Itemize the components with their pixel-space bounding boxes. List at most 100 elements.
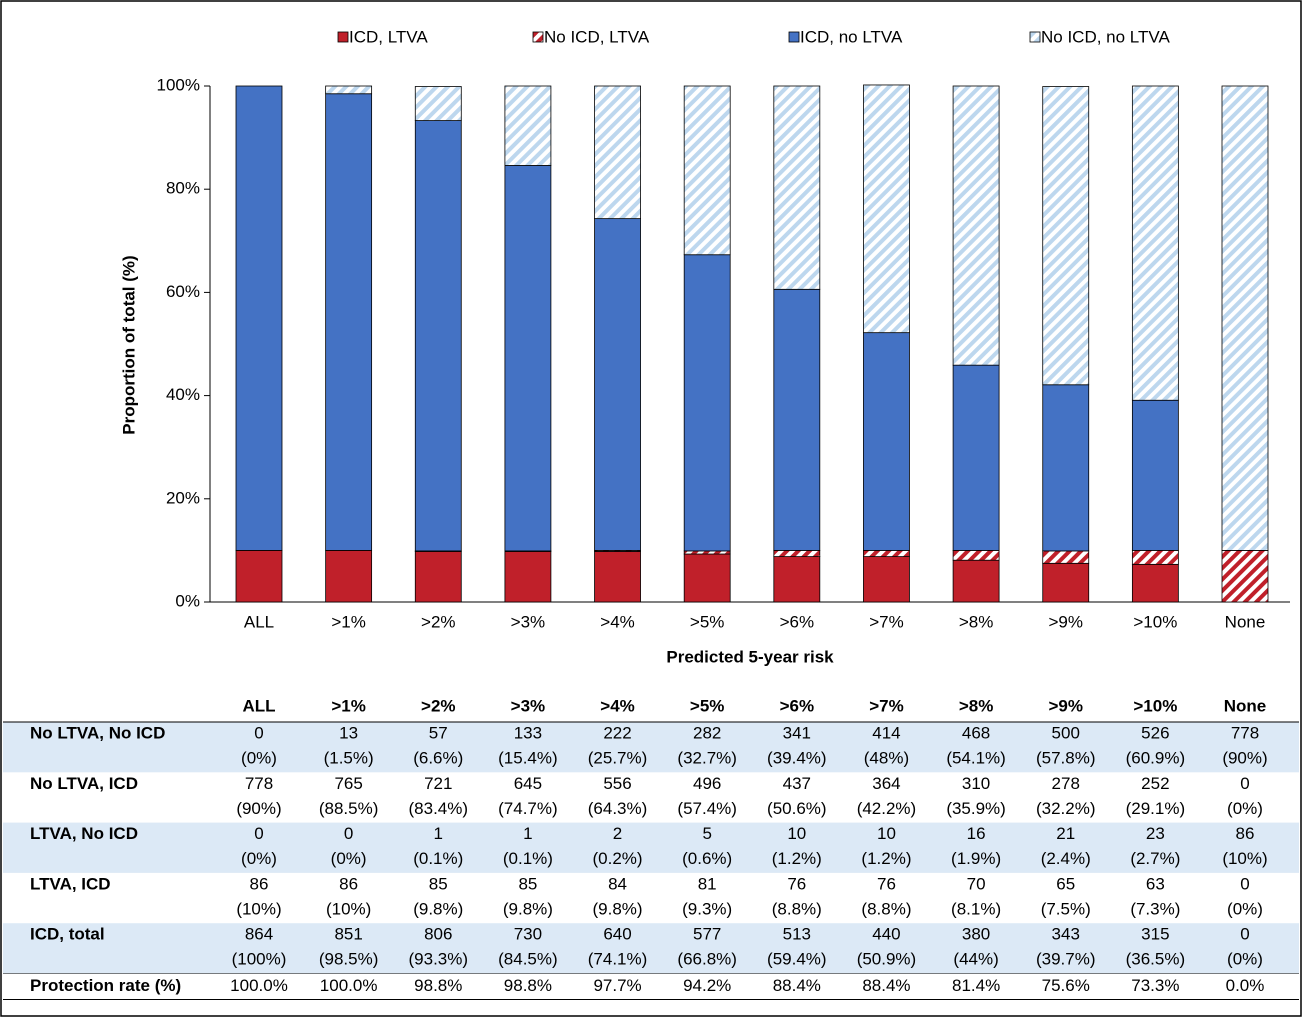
cell-count: 133 — [514, 723, 542, 742]
cell-count: 252 — [1141, 774, 1169, 793]
cell-count: 440 — [872, 925, 900, 944]
cell-percent: (1.9%) — [951, 849, 1001, 868]
x-tick-label: None — [1225, 612, 1266, 631]
cell-rate: 98.8% — [504, 976, 552, 995]
bar-segment — [683, 85, 731, 256]
legend-marker — [532, 31, 544, 43]
row-label: ICD, total — [30, 925, 105, 944]
cell-count: 0 — [254, 824, 263, 843]
cell-count: 86 — [250, 874, 269, 893]
bar-segment — [504, 165, 552, 552]
x-tick-label: >9% — [1048, 612, 1083, 631]
cell-count: 778 — [245, 774, 273, 793]
bar-segment — [952, 364, 1000, 551]
bar-segment — [325, 550, 373, 603]
cell-count: 282 — [693, 723, 721, 742]
x-tick-label: >4% — [600, 612, 635, 631]
bar-segment — [325, 93, 373, 551]
bar-segment — [1042, 384, 1090, 552]
cell-percent: (1.2%) — [861, 849, 911, 868]
cell-percent: (32.7%) — [677, 748, 737, 767]
cell-percent: (66.8%) — [677, 950, 737, 969]
cell-percent: (0%) — [331, 849, 367, 868]
cell-percent: (25.7%) — [588, 748, 648, 767]
x-axis-title: Predicted 5-year risk — [666, 647, 834, 666]
cell-percent: (8.8%) — [772, 899, 822, 918]
cell-count: 76 — [787, 874, 806, 893]
cell-count: 414 — [872, 723, 900, 742]
cell-count: 1 — [523, 824, 532, 843]
bar-segment — [773, 556, 821, 603]
cell-percent: (74.1%) — [588, 950, 648, 969]
cell-count: 645 — [514, 774, 542, 793]
cell-percent: (100%) — [232, 950, 287, 969]
cell-count: 81 — [698, 874, 717, 893]
bar-segment — [1042, 550, 1090, 564]
cell-count: 851 — [334, 925, 362, 944]
row-label: No LTVA, ICD — [30, 774, 138, 793]
cell-percent: (10%) — [236, 899, 281, 918]
cell-rate: 94.2% — [683, 976, 731, 995]
x-tick-label: >5% — [690, 612, 725, 631]
y-axis-title: Proportion of total (%) — [119, 255, 138, 434]
cell-count: 222 — [603, 723, 631, 742]
cell-percent: (0.6%) — [682, 849, 732, 868]
cell-count: 85 — [429, 874, 448, 893]
bar-segment — [594, 85, 641, 220]
column-header: >6% — [780, 696, 815, 715]
bar-segment — [414, 120, 462, 552]
y-tick-label: 40% — [166, 385, 200, 404]
column-header: None — [1224, 696, 1267, 715]
cell-percent: (0.1%) — [413, 849, 463, 868]
cell-percent: (0.1%) — [503, 849, 553, 868]
bar-segment — [1131, 85, 1179, 401]
cell-count: 0 — [1240, 774, 1249, 793]
cell-rate: 81.4% — [952, 976, 1000, 995]
legend-label: No ICD, no LTVA — [1041, 27, 1170, 46]
y-tick-label: 20% — [166, 488, 200, 507]
cell-percent: (15.4%) — [498, 748, 558, 767]
cell-count: 526 — [1141, 723, 1169, 742]
cell-count: 13 — [339, 723, 358, 742]
bar-segment — [1221, 85, 1269, 551]
cell-count: 2 — [613, 824, 622, 843]
cell-count: 57 — [429, 723, 448, 742]
column-header: >4% — [600, 696, 635, 715]
cell-count: 513 — [783, 925, 811, 944]
cell-rate: 100.0% — [230, 976, 288, 995]
cell-percent: (8.8%) — [861, 899, 911, 918]
bar-segment — [952, 550, 1000, 561]
cell-count: 556 — [603, 774, 631, 793]
bar-segment — [235, 550, 283, 603]
cell-count: 84 — [608, 874, 627, 893]
cell-count: 10 — [787, 824, 806, 843]
x-tick-label: >1% — [331, 612, 366, 631]
x-tick-label: ALL — [244, 612, 274, 631]
cell-count: 315 — [1141, 925, 1169, 944]
bar-segment — [504, 85, 552, 166]
bar-segment — [504, 551, 552, 603]
cell-count: 806 — [424, 925, 452, 944]
cell-percent: (1.5%) — [324, 748, 374, 767]
bar-segment — [1131, 563, 1179, 603]
bar-segment — [683, 553, 731, 603]
cell-percent: (50.6%) — [767, 799, 827, 818]
cell-percent: (90%) — [1222, 748, 1267, 767]
cell-percent: (88.5%) — [319, 799, 379, 818]
bar-segment — [235, 85, 283, 551]
cell-count: 730 — [514, 925, 542, 944]
cell-percent: (93.3%) — [409, 950, 469, 969]
cell-count: 70 — [967, 874, 986, 893]
cell-count: 86 — [1236, 824, 1255, 843]
cell-percent: (7.3%) — [1130, 899, 1180, 918]
bar-segment — [1221, 550, 1269, 603]
legend-marker — [788, 31, 800, 43]
cell-count: 310 — [962, 774, 990, 793]
x-tick-label: >2% — [421, 612, 456, 631]
cell-percent: (98.5%) — [319, 950, 379, 969]
bar-segment — [1131, 399, 1179, 551]
cell-count: 437 — [783, 774, 811, 793]
cell-percent: (0.2%) — [593, 849, 643, 868]
cell-percent: (57.8%) — [1036, 748, 1096, 767]
